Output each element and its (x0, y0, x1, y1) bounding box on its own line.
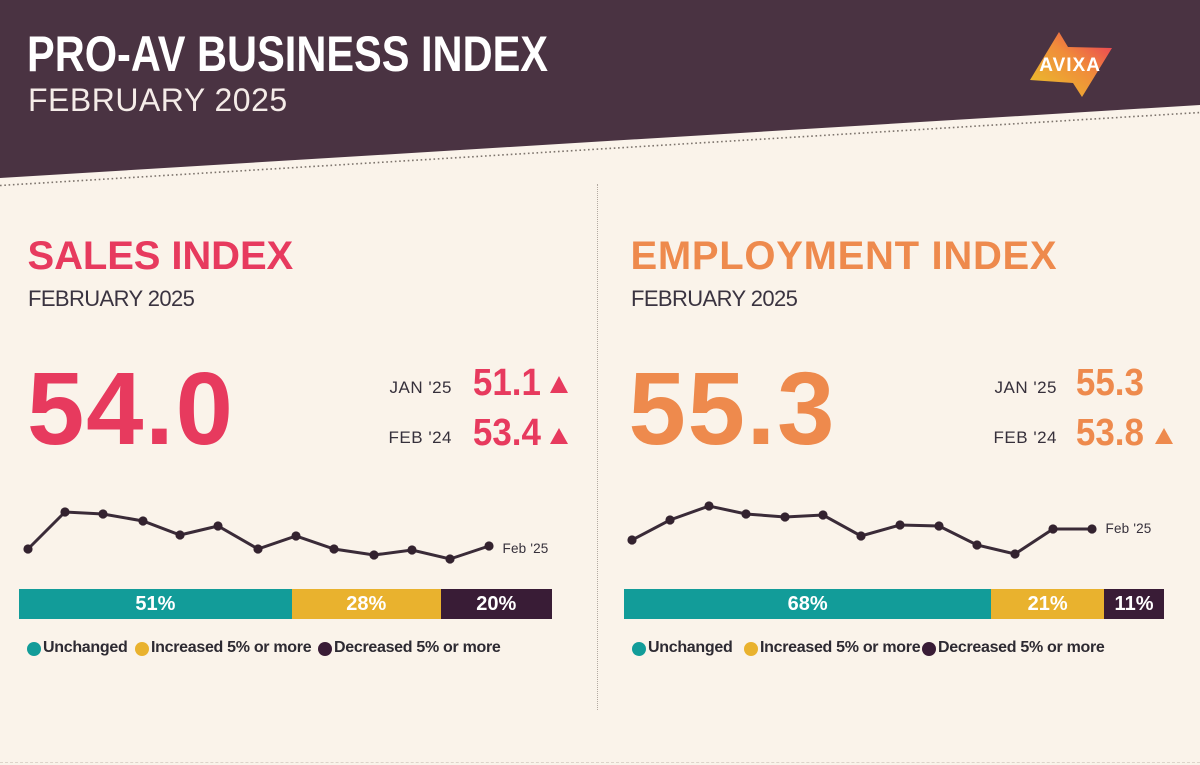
svg-text:AVIXA: AVIXA (1039, 55, 1101, 76)
